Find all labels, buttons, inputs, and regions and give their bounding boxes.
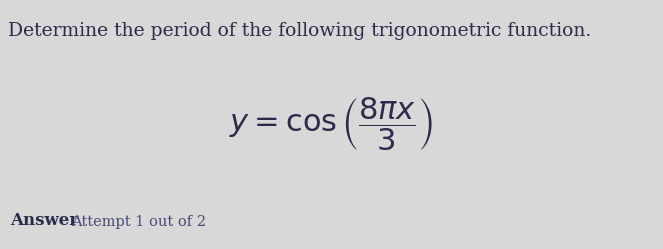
Text: Determine the period of the following trigonometric function.: Determine the period of the following tr… (8, 22, 591, 40)
Text: Attempt 1 out of 2: Attempt 1 out of 2 (71, 215, 206, 229)
Text: Answer: Answer (10, 212, 78, 229)
Text: $y = \cos\left(\dfrac{8\pi x}{3}\right)$: $y = \cos\left(\dfrac{8\pi x}{3}\right)$ (229, 96, 434, 153)
